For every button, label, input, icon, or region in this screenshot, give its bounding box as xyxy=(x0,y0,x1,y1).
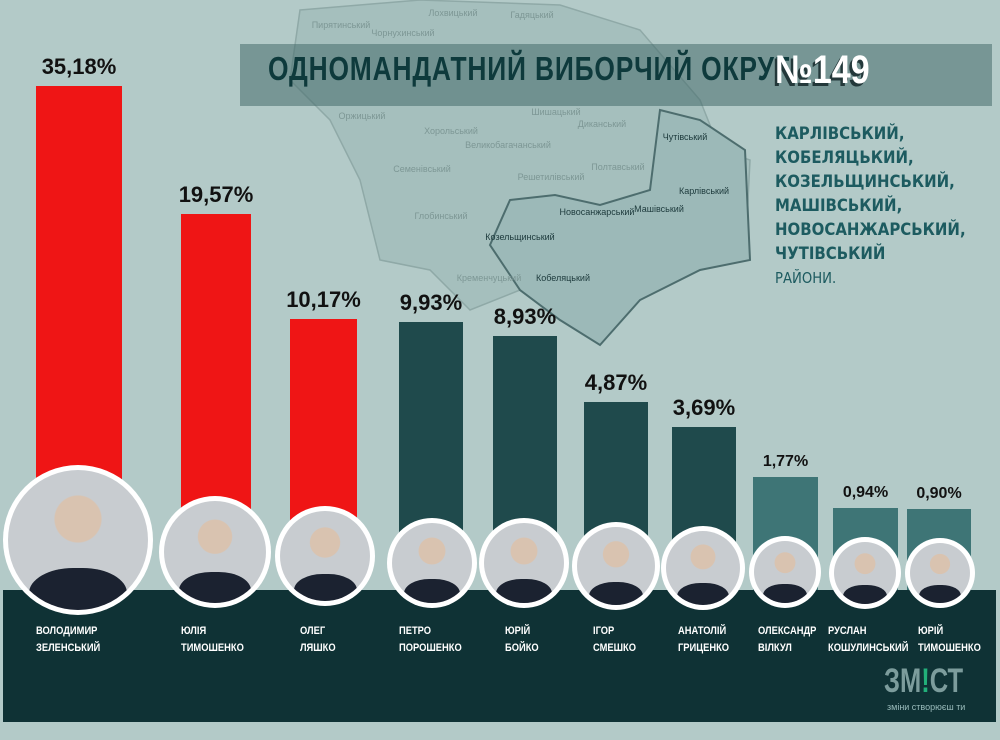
map-label: Великобагачанський xyxy=(465,140,551,150)
map-label: Хорольський xyxy=(424,126,478,136)
map-label: Кобеляцький xyxy=(536,273,590,283)
data-label: 0,90% xyxy=(916,485,962,502)
district-item: КАРЛІВСЬКИЙ, xyxy=(775,124,905,144)
map-label: Решетилівський xyxy=(517,172,585,182)
candidate-photo xyxy=(661,526,745,610)
candidate-photo xyxy=(159,496,271,608)
candidate-name: ЮРІЙ ТИМОШЕНКО xyxy=(918,625,981,654)
data-label: 9,93% xyxy=(399,290,463,315)
candidate-name: ЮЛІЯ ТИМОШЕНКО xyxy=(181,625,244,654)
map-label: Чорнухинський xyxy=(371,28,435,38)
candidate-name: РУСЛАН КОШУЛИНСЬКИЙ xyxy=(828,625,909,654)
data-label: 3,69% xyxy=(672,395,736,420)
candidate-name: ОЛЕГ ЛЯШКО xyxy=(300,625,336,654)
data-label: 10,17% xyxy=(286,287,361,312)
page-title: ОДНОМАНДАТНИЙ ВИБОРЧИЙ ОКРУГ xyxy=(268,50,791,87)
map-label: Чутівський xyxy=(662,132,708,142)
map-label: Шишацький xyxy=(531,107,581,117)
candidate-name: ІГОР СМЕШКО xyxy=(593,625,637,654)
candidate-photo xyxy=(829,537,901,609)
candidate-name: АНАТОЛІЙ ГРИЦЕНКО xyxy=(678,625,730,654)
data-label: 19,57% xyxy=(178,182,254,207)
map-label: Полтавський xyxy=(591,162,645,172)
district-suffix: РАЙОНИ. xyxy=(775,269,837,287)
map-label: Пирятинський xyxy=(311,20,371,30)
candidate-photo xyxy=(572,522,660,610)
map-label: Глобинський xyxy=(414,211,468,221)
map-label: Семенівський xyxy=(393,164,451,174)
map-label: Кременчуцький xyxy=(456,273,522,283)
map-label: Гадяцький xyxy=(510,10,554,20)
candidate-photo xyxy=(275,506,375,606)
data-label: 4,87% xyxy=(584,370,648,395)
map-label: Новосанжарський xyxy=(559,207,635,217)
candidate-photo xyxy=(387,518,477,608)
bottom-band xyxy=(3,590,996,722)
title-banner xyxy=(240,44,992,106)
candidate-photo xyxy=(905,538,975,608)
data-label: 8,93% xyxy=(493,304,557,329)
map-label: Козельщинський xyxy=(485,232,555,242)
candidate-photo xyxy=(749,536,821,608)
map-label: Машівський xyxy=(634,204,684,214)
map-label: Лохвицький xyxy=(428,8,478,18)
data-label: 0,94% xyxy=(842,484,889,501)
district-list: КАРЛІВСЬКИЙ, КОБЕЛЯЦЬКИЙ, КОЗЕЛЬЩИНСЬКИЙ… xyxy=(775,122,966,290)
district-item: КОБЕЛЯЦЬКИЙ, xyxy=(775,148,914,168)
district-number: №149 xyxy=(775,48,870,92)
logo-slogan: зміни створюєш ти xyxy=(887,702,966,712)
data-label: 1,77% xyxy=(762,453,809,470)
map-label: Диканський xyxy=(577,119,627,129)
map-label: Карлівський xyxy=(678,186,730,196)
zmist-logo: ЗМ!СТ xyxy=(884,662,964,700)
candidate-photo xyxy=(479,518,569,608)
candidate-name: ПЕТРО ПОРОШЕНКО xyxy=(399,625,462,654)
candidate-name: ОЛЕКСАНДР ВІЛКУЛ xyxy=(758,625,817,654)
map-label: Оржицький xyxy=(338,111,386,121)
district-item: КОЗЕЛЬЩИНСЬКИЙ, xyxy=(775,172,955,192)
district-item: ЧУТІВСЬКИЙ xyxy=(775,244,886,264)
data-label: 35,18% xyxy=(41,54,117,79)
candidate-photo xyxy=(3,465,153,615)
candidate-name: ЮРІЙ БОЙКО xyxy=(505,625,539,654)
district-item: НОВОСАНЖАРСЬКИЙ, xyxy=(775,220,966,240)
district-item: МАШІВСЬКИЙ, xyxy=(775,196,903,216)
candidate-name: ВОЛОДИМИР ЗЕЛЕНСЬКИЙ xyxy=(36,625,101,654)
